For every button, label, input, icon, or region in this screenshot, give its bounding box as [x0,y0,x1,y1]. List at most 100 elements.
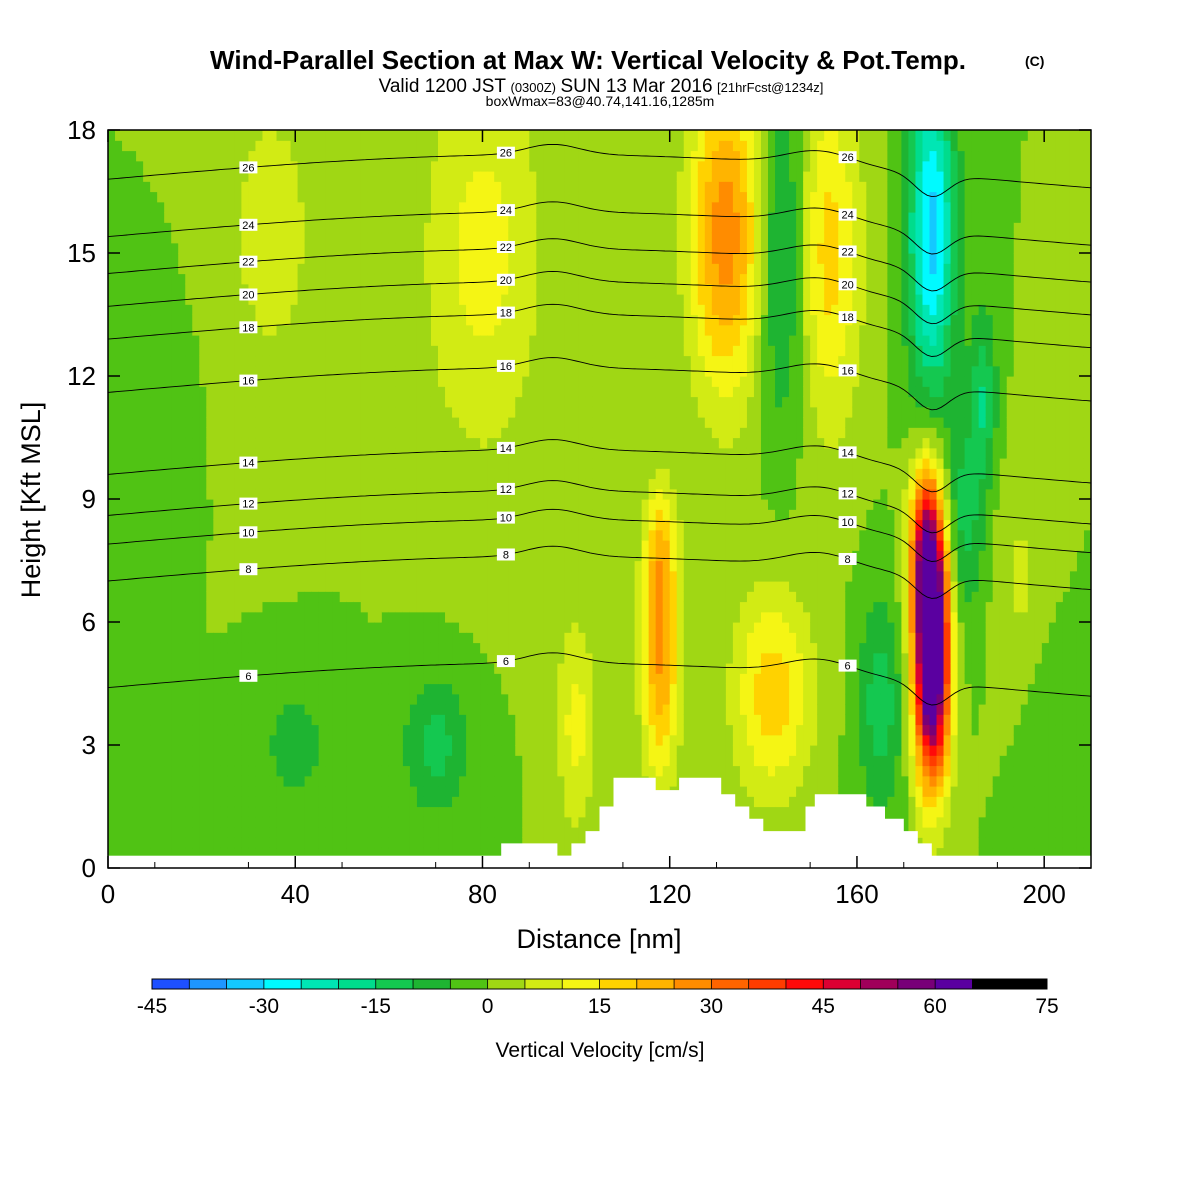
velocity-cell [213,724,221,736]
velocity-cell [199,827,207,838]
velocity-cell [192,222,200,234]
velocity-cell [543,386,551,398]
velocity-cell [255,140,264,152]
velocity-cell [508,324,516,336]
velocity-cell [220,519,228,531]
velocity-cell [543,601,551,613]
velocity-cell [571,642,580,654]
velocity-cell [459,581,467,592]
velocity-cell [304,581,313,592]
velocity-cell [473,591,481,603]
velocity-cell [122,417,130,428]
velocity-cell [164,673,172,685]
velocity-cell [522,324,530,336]
velocity-cell [571,140,580,152]
velocity-cell [220,827,228,838]
velocity-cell [199,755,207,767]
velocity-cell [395,437,404,449]
velocity-cell [276,304,285,316]
velocity-cell [192,191,200,203]
velocity-cell [564,160,573,172]
velocity-cell [220,263,228,275]
velocity-cell [459,591,467,603]
velocity-cell [150,765,158,777]
velocity-cell [438,591,446,603]
velocity-cell [178,458,186,469]
velocity-cell [234,191,243,203]
velocity-cell [122,837,130,849]
velocity-cell [529,601,537,613]
velocity-cell [388,376,397,387]
velocity-cell [578,560,587,572]
velocity-cell [388,386,397,398]
velocity-cell [143,447,151,459]
velocity-cell [276,191,285,203]
velocity-cell [452,201,460,213]
velocity-cell [508,755,516,767]
velocity-cell [529,796,537,808]
velocity-cell [522,478,530,490]
velocity-cell [171,488,179,500]
velocity-cell [283,263,292,275]
velocity-cell [416,437,425,449]
velocity-cell [276,560,285,572]
velocity-cell [381,314,390,326]
velocity-cell [487,581,495,592]
velocity-cell [557,427,565,439]
velocity-cell [452,847,460,859]
velocity-cell [452,386,460,398]
velocity-cell [339,304,348,316]
velocity-cell [571,171,580,182]
velocity-cell [311,458,320,469]
velocity-cell [227,632,235,644]
velocity-cell [416,171,425,182]
velocity-cell [199,458,207,469]
velocity-cell [255,345,264,357]
velocity-cell [185,550,193,562]
velocity-cell [332,171,341,182]
velocity-cell [143,191,151,203]
velocity-cell [564,642,573,654]
velocity-cell [206,365,214,377]
velocity-cell [381,673,390,685]
velocity-cell [564,263,573,275]
velocity-cell [143,242,151,254]
velocity-cell [297,140,306,152]
velocity-cell [536,263,544,275]
velocity-cell [522,140,530,152]
velocity-cell [445,611,453,623]
velocity-cell [206,509,214,521]
velocity-cell [241,642,250,654]
velocity-cell [529,581,537,592]
velocity-cell [374,345,383,357]
velocity-cell [459,642,467,654]
velocity-cell [276,519,285,531]
velocity-cell [557,755,565,767]
velocity-cell [304,693,313,705]
velocity-cell [248,437,257,449]
velocity-cell [171,427,179,439]
velocity-cell [416,160,425,172]
velocity-cell [445,314,453,326]
velocity-cell [311,130,320,141]
velocity-cell [311,355,320,367]
velocity-cell [402,560,411,572]
velocity-cell [367,171,376,182]
velocity-cell [325,253,334,264]
velocity-cell [178,222,186,234]
velocity-cell [585,324,594,336]
velocity-cell [122,222,130,234]
velocity-cell [248,704,257,715]
velocity-cell [452,160,460,172]
velocity-cell [515,632,523,644]
velocity-cell [192,550,200,562]
velocity-cell [571,283,580,295]
velocity-cell [290,488,299,500]
velocity-cell [445,509,453,521]
velocity-cell [108,304,116,316]
velocity-cell [311,232,320,244]
velocity-cell [508,745,516,756]
velocity-cell [459,294,467,305]
velocity-cell [276,796,285,808]
velocity-cell [332,355,341,367]
